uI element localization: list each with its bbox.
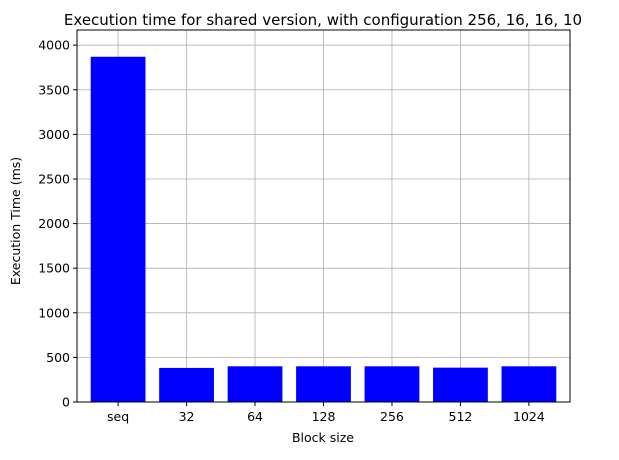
- y-tick-label: 2000: [38, 216, 70, 231]
- bar-32: [159, 367, 214, 402]
- x-tick-label: seq: [107, 409, 129, 424]
- bar-64: [227, 366, 283, 402]
- y-tick-label: 2500: [38, 171, 70, 186]
- y-tick-label: 4000: [38, 38, 70, 53]
- x-tick-label: 512: [449, 409, 473, 424]
- bar-1024: [501, 366, 557, 402]
- y-axis-label: Execution Time (ms): [8, 157, 23, 285]
- x-tick-label: 1024: [513, 409, 545, 424]
- x-axis-ticks: seq 32 64 128 256 512 1024: [107, 402, 545, 424]
- bar-seq: [90, 56, 146, 403]
- bars: [90, 56, 557, 403]
- y-axis-ticks: 0 500 1000 1500 2000 2500 3000 3500 4000: [38, 38, 77, 410]
- y-tick-label: 500: [46, 350, 70, 365]
- y-tick-label: 3000: [38, 127, 70, 142]
- x-axis-label: Block size: [292, 430, 354, 445]
- x-tick-label: 64: [247, 409, 263, 424]
- bar-512: [433, 367, 488, 402]
- bar-128: [296, 366, 351, 402]
- chart-title: Execution time for shared version, with …: [64, 11, 582, 29]
- x-tick-label: 32: [179, 409, 195, 424]
- x-tick-label: 128: [312, 409, 336, 424]
- x-tick-label: 256: [380, 409, 404, 424]
- grid-lines: [77, 30, 570, 403]
- y-tick-label: 1000: [38, 305, 70, 320]
- y-tick-label: 1500: [38, 261, 70, 276]
- y-tick-label: 0: [62, 395, 70, 410]
- y-tick-label: 3500: [38, 82, 70, 97]
- bar-256: [364, 366, 420, 402]
